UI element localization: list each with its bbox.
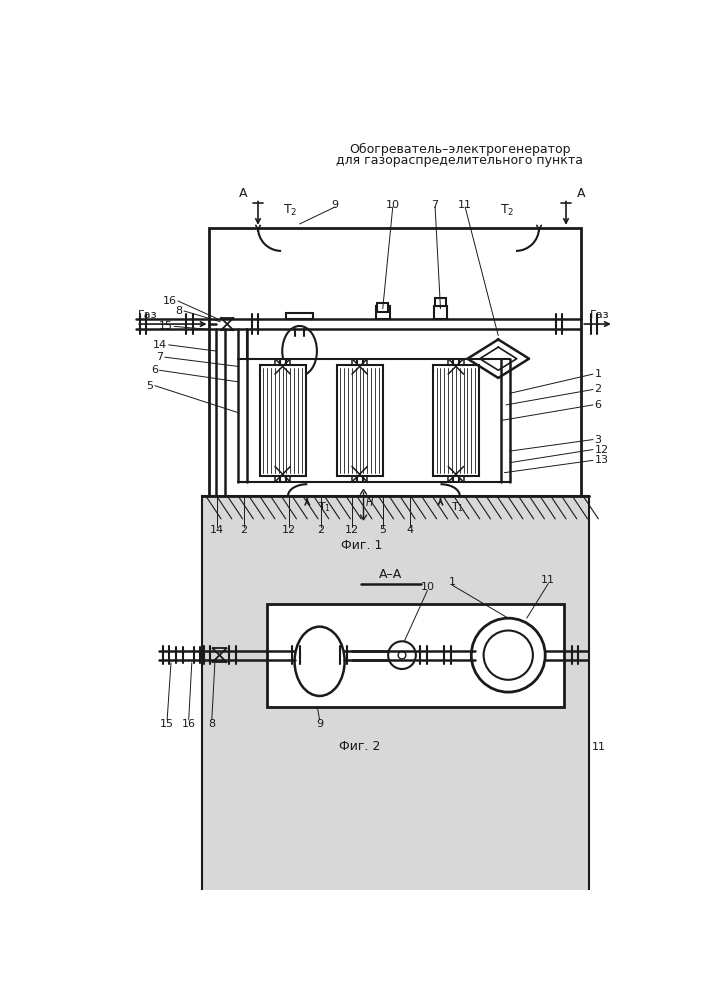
Text: 16: 16 (163, 296, 176, 306)
Bar (433, 365, 479, 476)
Text: 16: 16 (182, 719, 196, 729)
Bar (209, 228, 581, 496)
Text: 12: 12 (345, 525, 359, 535)
Bar (275, 466, 291, 482)
Text: Т$_2$: Т$_2$ (284, 203, 298, 218)
Bar (275, 359, 291, 374)
Text: 1: 1 (448, 577, 455, 587)
Text: 7: 7 (431, 200, 438, 210)
Bar (376, 306, 390, 319)
Circle shape (472, 618, 545, 692)
Text: 11: 11 (592, 742, 606, 752)
Text: 10: 10 (386, 200, 399, 210)
Text: Газ: Газ (138, 310, 158, 320)
Ellipse shape (282, 326, 317, 376)
Text: 14: 14 (153, 340, 167, 350)
Bar (435, 298, 446, 306)
Circle shape (388, 641, 416, 669)
Text: 10: 10 (421, 582, 434, 592)
Text: 13: 13 (595, 455, 609, 465)
Text: 8: 8 (175, 306, 182, 316)
Text: 12: 12 (595, 445, 609, 455)
Text: 11: 11 (458, 200, 472, 210)
Text: Т$_1$: Т$_1$ (317, 500, 331, 514)
Text: А: А (577, 187, 585, 200)
Circle shape (484, 631, 533, 680)
Text: 1: 1 (595, 369, 602, 379)
Text: Т$_2$: Т$_2$ (500, 203, 514, 218)
Text: 2: 2 (240, 525, 247, 535)
Bar (352, 359, 368, 374)
Text: 14: 14 (210, 525, 224, 535)
Text: 9: 9 (332, 200, 339, 210)
Text: 5: 5 (146, 381, 153, 391)
Bar (433, 306, 448, 319)
Text: 9: 9 (316, 719, 323, 729)
Bar (448, 359, 464, 374)
Text: H: H (366, 498, 373, 508)
Text: Обогреватель–электрогенератор: Обогреватель–электрогенератор (349, 143, 571, 156)
Text: 2: 2 (595, 384, 602, 394)
Text: 5: 5 (379, 525, 386, 535)
Text: 11: 11 (542, 575, 555, 585)
Bar (259, 365, 305, 476)
Bar (448, 466, 464, 482)
Text: 15: 15 (160, 719, 174, 729)
Text: 8: 8 (209, 719, 216, 729)
Text: Фиг. 1: Фиг. 1 (341, 539, 382, 552)
Bar (267, 604, 563, 707)
Circle shape (398, 651, 406, 659)
Bar (352, 466, 368, 482)
Text: 6: 6 (151, 365, 158, 375)
Bar (201, 496, 589, 895)
Text: Газ: Газ (590, 310, 609, 320)
Text: А–А: А–А (379, 568, 402, 581)
Text: для газораспределительного пункта: для газораспределительного пункта (337, 154, 583, 167)
Text: 7: 7 (156, 352, 163, 362)
Bar (337, 365, 382, 476)
Text: А: А (239, 187, 247, 200)
Text: 4: 4 (406, 525, 414, 535)
Text: Фиг. 2: Фиг. 2 (339, 740, 380, 753)
Text: 15: 15 (158, 321, 173, 331)
Text: Т$_1$: Т$_1$ (451, 500, 464, 514)
Text: 3: 3 (595, 435, 602, 445)
Text: 6: 6 (595, 400, 602, 410)
Text: 12: 12 (282, 525, 296, 535)
Ellipse shape (295, 627, 344, 696)
Bar (378, 303, 388, 312)
Bar (286, 312, 313, 319)
Text: 2: 2 (317, 525, 325, 535)
